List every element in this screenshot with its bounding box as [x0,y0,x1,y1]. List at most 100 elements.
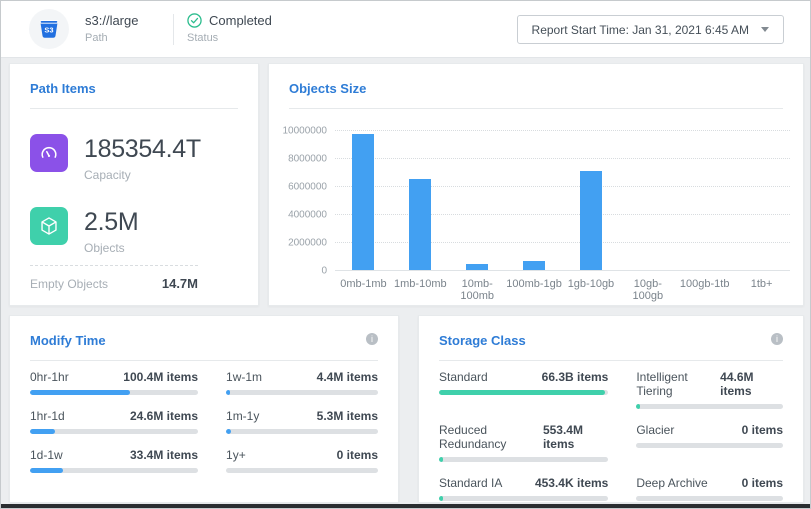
progress-track [226,468,378,473]
progress-row: 1w-1m 4.4M items [226,370,378,395]
bar-slot [335,130,392,270]
bar-slot [563,130,620,270]
progress-label: Deep Archive [636,476,708,490]
progress-value: 5.3M items [316,409,378,423]
s3-bucket-icon: S3 [39,20,59,38]
objects-metric: 2.5M Objects [30,207,139,255]
bar-slot [733,130,790,270]
progress-fill [636,404,641,409]
y-tick-label: 4000000 [288,209,327,221]
modify-time-title: Modify Time [30,333,106,348]
progress-track [439,496,609,501]
progress-label: Intelligent Tiering [636,370,688,398]
progress-track [30,468,199,473]
progress-track [439,390,609,395]
gridline: 8000000 [288,154,790,165]
progress-row: 1hr-1d 24.6M items [30,409,199,434]
empty-objects-divider [30,265,198,266]
report-start-time-value: Report Start Time: Jan 31, 2021 6:45 AM [531,22,749,37]
progress-row: Glacier 0 items [636,423,783,462]
progress-label: Reduced Redundancy [439,423,507,451]
bars-area [335,130,790,270]
modify-time-card: Modify Time 0hr-1hr 100.4M items 1hr-1d 24.… [9,315,399,503]
progress-track [226,429,378,434]
progress-row: Deep Archive 0 items [636,476,783,501]
capacity-metric: 185354.4T Capacity [30,134,201,182]
progress-row: 1m-1y 5.3M items [226,409,378,434]
bar-1gb-10gb [579,171,602,270]
modify-time-list: 0hr-1hr 100.4M items 1hr-1d 24.6M items 1d-1… [30,370,378,473]
progress-track [636,443,783,448]
progress-row: 1d-1w 33.4M items [30,448,199,473]
x-tick-label: 10gb-100gb [632,278,664,302]
gridline: 6000000 [288,182,790,193]
status-block: Completed Status [187,13,272,44]
gridline: 10000000 [283,126,790,137]
progress-label: Standard IA [439,476,503,490]
progress-fill [30,429,55,434]
progress-value: 0 items [741,423,783,437]
window-bottom-edge [1,504,810,508]
progress-value: 100.4M items [123,370,199,384]
progress-fill [226,429,231,434]
bar-slot [506,130,563,270]
svg-text:S3: S3 [44,26,53,35]
progress-label: Glacier [636,423,675,437]
report-start-time-select[interactable]: Report Start Time: Jan 31, 2021 6:45 AM [516,15,784,44]
progress-label: 0hr-1hr [30,370,69,384]
completed-check-icon [187,13,202,28]
y-tick-label: 2000000 [288,237,327,249]
progress-value: 0 items [336,448,378,462]
progress-track [30,390,199,395]
y-tick-label: 8000000 [288,153,327,165]
bar-slot [392,130,449,270]
gridline: 2000000 [288,238,790,249]
progress-label: 1y+ [226,448,246,462]
gridline: 0 [321,266,790,277]
progress-fill [30,468,64,473]
bar-slot [619,130,676,270]
objects-label: Objects [84,241,125,255]
cube-icon [30,207,68,245]
header-bar: S3 s3://large Path Completed Status Repo… [1,1,810,58]
objects-size-title: Objects Size [289,81,367,96]
x-tick-label: 1gb-10gb [567,278,615,290]
empty-objects-row: Empty Objects 14.7M [30,276,198,291]
progress-track [439,457,609,462]
y-tick-label: 0 [321,265,327,277]
header-divider [173,14,174,45]
progress-value: 44.6M items [720,370,754,398]
progress-label: 1w-1m [226,370,263,384]
info-icon[interactable] [771,333,783,345]
objects-value: 2.5M [84,208,139,236]
progress-value: 33.4M items [129,448,199,462]
path-items-card: Path Items 185354.4T Capacity [9,63,259,306]
path-label: Path [85,32,108,44]
bar-0mb-1mb [352,134,375,270]
chevron-down-icon [761,27,769,32]
x-tick-label: 100mb-1gb [506,278,562,290]
empty-objects-label: Empty Objects [30,277,109,291]
progress-label: Standard [439,370,488,384]
progress-fill [439,390,606,395]
progress-row: Intelligent Tiering 44.6M items [636,370,783,409]
storage-class-title: Storage Class [439,333,526,348]
path-block: s3://large Path [85,13,138,44]
storage-class-list: Standard 66.3B items Reduced Redundancy 553… [439,370,783,508]
progress-track [226,390,378,395]
progress-value: 24.6M items [129,409,199,423]
s3-avatar: S3 [29,9,69,49]
progress-value: 553.4M items [542,423,583,451]
bar-10mb-100mb [466,264,489,270]
progress-track [636,404,783,409]
info-icon[interactable] [366,333,378,345]
objects-size-card: Objects Size 0 2000000 4000000 6000000 80000… [268,63,804,306]
progress-track [636,496,783,501]
progress-label: 1d-1w [30,448,63,462]
empty-objects-value: 14.7M [161,276,198,291]
path-items-title: Path Items [30,81,96,96]
progress-label: 1hr-1d [30,409,65,423]
x-tick-label: 1tb+ [750,278,773,290]
capacity-label: Capacity [84,168,131,182]
